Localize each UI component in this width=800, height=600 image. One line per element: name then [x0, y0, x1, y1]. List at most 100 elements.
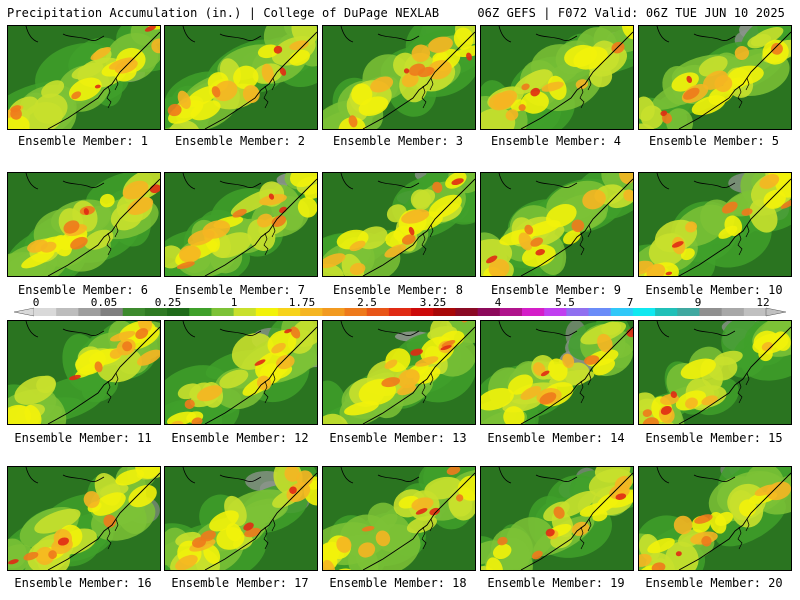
colorbar-segment: [743, 308, 767, 316]
ensemble-member-map: [322, 466, 476, 571]
colorbar-tick-label: 12: [756, 296, 770, 309]
colorbar-tick-label: 1: [230, 296, 238, 309]
ensemble-member-map: [7, 320, 161, 425]
colorbar-segment: [455, 308, 479, 316]
color-scale-bar: [13, 307, 787, 317]
precip-field: [8, 467, 160, 570]
ensemble-member-label: Ensemble Member: 11: [14, 431, 152, 445]
ensemble-member-map: [480, 466, 634, 571]
precip-field: [481, 173, 633, 276]
ensemble-member-map: [164, 25, 318, 130]
colorbar-segment: [78, 308, 102, 316]
ensemble-member-label: Ensemble Member: 16: [14, 576, 152, 590]
precip-field: [165, 26, 317, 129]
ensemble-member-map: [322, 172, 476, 277]
colorbar-segment: [344, 308, 368, 316]
precip-field: [639, 467, 791, 570]
colorbar-segment: [255, 308, 279, 316]
ensemble-member-map: [322, 25, 476, 130]
ensemble-member-label: Ensemble Member: 6: [17, 283, 149, 297]
colorbar-segment: [167, 308, 190, 316]
colorbar-segment: [544, 308, 567, 316]
ensemble-member-label: Ensemble Member: 8: [332, 283, 464, 297]
precip-field: [481, 467, 633, 570]
ensemble-member-label: Ensemble Member: 2: [174, 134, 306, 148]
colorbar-segment: [632, 308, 656, 316]
colorbar-segment: [588, 308, 612, 316]
ensemble-member-map: [164, 320, 318, 425]
precip-field: [481, 26, 633, 129]
colorbar-tick-label: 0: [32, 296, 40, 309]
precip-field: [165, 467, 317, 570]
ensemble-member-map: [164, 466, 318, 571]
colorbar-segment: [233, 308, 257, 316]
precip-field: [165, 321, 317, 424]
ensemble-member-label: Ensemble Member: 19: [487, 576, 625, 590]
colorbar-segment: [677, 308, 700, 316]
colorbar-segment: [388, 308, 412, 316]
colorbar-segment: [322, 308, 346, 316]
colorbar-segment: [610, 308, 634, 316]
ensemble-member-map: [164, 172, 318, 277]
colorbar-segment: [366, 308, 390, 316]
colorbar-segment: [34, 308, 57, 316]
colorbar-segment: [522, 308, 545, 316]
ensemble-member-label: Ensemble Member: 10: [645, 283, 783, 297]
colorbar-tick-label: 2.5: [357, 296, 377, 309]
ensemble-member-map: [638, 25, 792, 130]
ensemble-member-label: Ensemble Member: 17: [171, 576, 309, 590]
ensemble-member-label: Ensemble Member: 4: [490, 134, 622, 148]
colorbar-right-arrow: [765, 307, 787, 317]
colorbar-left-arrow: [13, 307, 35, 317]
precip-field: [323, 26, 475, 129]
colorbar-segment: [211, 308, 235, 316]
ensemble-member-label: Ensemble Member: 12: [171, 431, 309, 445]
ensemble-member-label: Ensemble Member: 13: [329, 431, 467, 445]
precip-field: [323, 467, 475, 570]
ensemble-member-map: [638, 320, 792, 425]
colorbar-tick-label: 4: [494, 296, 502, 309]
colorbar-segment: [300, 308, 323, 316]
ensemble-member-map: [7, 25, 161, 130]
ensemble-member-map: [638, 172, 792, 277]
colorbar-tick-label: 5.5: [555, 296, 575, 309]
precip-field: [8, 26, 160, 129]
ensemble-member-map: [480, 25, 634, 130]
colorbar-tick-label: 0.05: [90, 296, 118, 309]
ensemble-member-map: [480, 172, 634, 277]
precip-field: [8, 321, 160, 424]
colorbar-segment: [721, 308, 745, 316]
ensemble-member-label: Ensemble Member: 5: [648, 134, 780, 148]
ensemble-member-label: Ensemble Member: 15: [645, 431, 783, 445]
ensemble-member-label: Ensemble Member: 20: [645, 576, 783, 590]
colorbar-tick-label: 0.25: [154, 296, 182, 309]
ensemble-member-map: [7, 466, 161, 571]
ensemble-member-label: Ensemble Member: 14: [487, 431, 625, 445]
valid-time-label: 06Z GEFS | F072 Valid: 06Z TUE JUN 10 20…: [477, 6, 785, 20]
colorbar-segment: [278, 308, 301, 316]
colorbar-segment: [566, 308, 590, 316]
colorbar-segment: [499, 308, 523, 316]
precip-field: [323, 173, 475, 276]
precip-field: [8, 173, 160, 276]
ensemble-member-label: Ensemble Member: 9: [490, 283, 622, 297]
precip-field: [639, 321, 791, 424]
ensemble-member-label: Ensemble Member: 18: [329, 576, 467, 590]
colorbar-tick-label: 1.75: [288, 296, 316, 309]
precip-field: [481, 321, 633, 424]
colorbar-segment: [189, 308, 212, 316]
ensemble-member-label: Ensemble Member: 3: [332, 134, 464, 148]
colorbar-segment: [56, 308, 79, 316]
precip-field: [323, 321, 475, 424]
colorbar-tick-label: 7: [626, 296, 634, 309]
precip-field: [639, 173, 791, 276]
ensemble-member-map: [480, 320, 634, 425]
colorbar-segment: [433, 308, 456, 316]
colorbar-segment: [100, 308, 124, 316]
chart-title: Precipitation Accumulation (in.) | Colle…: [7, 6, 440, 20]
colorbar-segment: [477, 308, 501, 316]
colorbar-segment: [144, 308, 168, 316]
colorbar-segment: [122, 308, 146, 316]
colorbar-segment: [655, 308, 678, 316]
ensemble-member-map: [638, 466, 792, 571]
